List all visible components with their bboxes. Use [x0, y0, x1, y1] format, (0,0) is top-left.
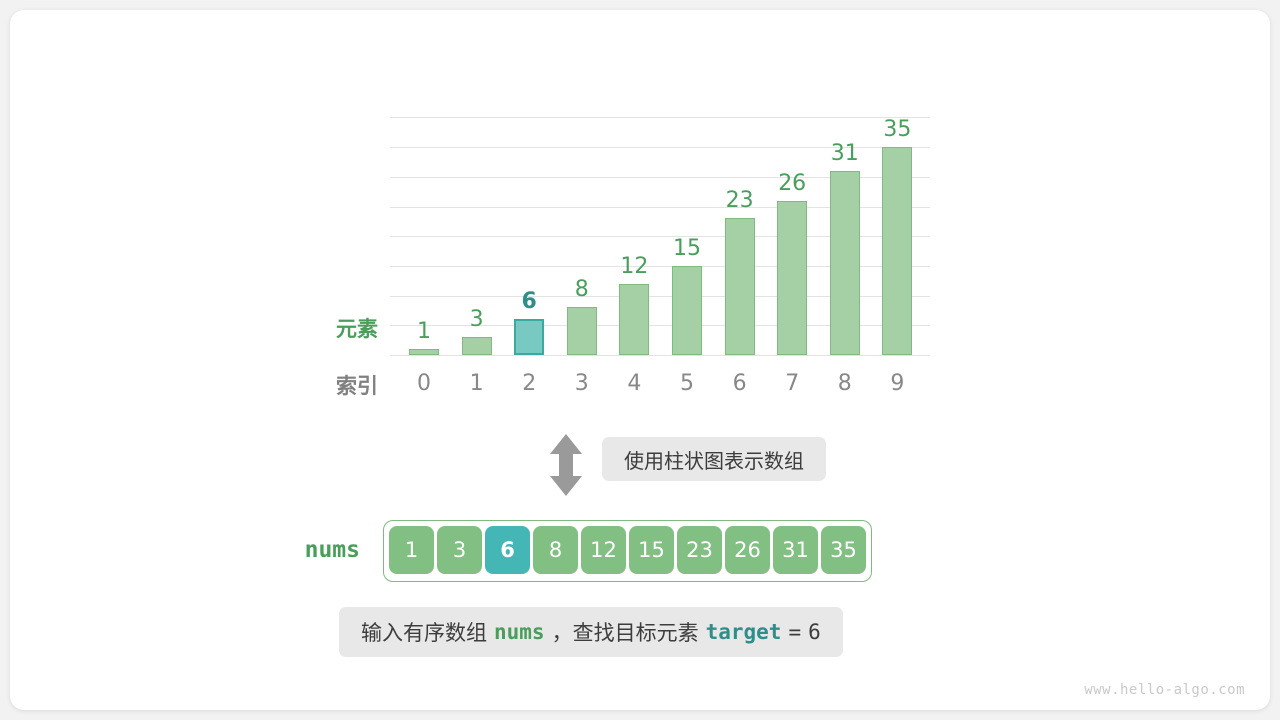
bar	[619, 283, 650, 355]
caption-part1: 输入有序数组	[361, 622, 487, 645]
array-cell[interactable]: 31	[773, 526, 818, 574]
caption-code-target: target	[705, 620, 782, 644]
array-variable-label: nums	[304, 537, 360, 563]
bar	[724, 218, 755, 355]
bar	[672, 265, 702, 355]
bar-value-label: 8	[574, 277, 589, 303]
bar	[566, 307, 597, 355]
array-cell[interactable]: 15	[629, 526, 674, 574]
caption-target-value: 6	[808, 620, 821, 644]
mid-note-text: 使用柱状图表示数组	[624, 450, 804, 473]
bar	[777, 200, 808, 355]
bar	[461, 337, 492, 355]
index-label: 0	[417, 371, 431, 396]
array-cell[interactable]: 26	[725, 526, 770, 574]
gridline	[390, 117, 930, 119]
bar-value-label: 12	[620, 253, 649, 279]
caption-part2: ，查找目标元素	[551, 622, 699, 645]
index-label: 9	[890, 371, 905, 396]
index-label: 3	[574, 371, 589, 396]
array-cell[interactable]: 12	[581, 526, 626, 574]
bar-value-label: 26	[778, 170, 807, 196]
gridline	[390, 295, 930, 297]
site-watermark: www.hello-algo.com	[1084, 682, 1245, 698]
bar	[829, 170, 860, 355]
array-cell[interactable]: 1	[389, 526, 434, 574]
caption-equals: =	[788, 620, 802, 644]
bar-value-label: 1	[417, 319, 431, 344]
gridline	[390, 325, 930, 327]
array-cell-highlighted[interactable]: 6	[485, 526, 530, 574]
bar	[882, 147, 913, 355]
chart-array-equivalence-note: 使用柱状图表示数组	[602, 437, 826, 481]
gridline	[390, 176, 930, 178]
bar-value-label: 35	[883, 117, 912, 143]
caption-code-nums: nums	[494, 620, 545, 644]
array-container: 1 3 6 8 12 15 23 26 31 35	[383, 520, 872, 582]
index-label: 5	[680, 371, 694, 396]
array-cell[interactable]: 35	[821, 526, 866, 574]
axis-label-element: 元素	[336, 317, 378, 341]
index-label: 4	[627, 371, 642, 396]
gridline	[390, 147, 930, 149]
bar-value-label: 3	[469, 307, 484, 333]
index-label: 8	[837, 371, 852, 396]
chart-baseline	[390, 355, 930, 356]
problem-statement-caption: 输入有序数组 nums ，查找目标元素 target = 6	[339, 607, 843, 657]
array-cell[interactable]: 3	[437, 526, 482, 574]
double-arrow-vertical-icon	[548, 434, 584, 496]
index-label: 1	[469, 371, 484, 396]
bar	[409, 349, 439, 355]
axis-label-index: 索引	[336, 374, 378, 398]
bar-value-label: 23	[725, 188, 754, 214]
array-cell[interactable]: 23	[677, 526, 722, 574]
bar-highlighted	[514, 319, 545, 355]
bar-value-label: 6	[521, 289, 537, 315]
gridline	[390, 236, 930, 238]
bar-value-label: 31	[830, 140, 859, 166]
index-label: 2	[522, 371, 537, 396]
index-label: 6	[732, 371, 747, 396]
gridline	[390, 206, 930, 208]
bar-value-label: 15	[673, 235, 701, 261]
array-cell[interactable]: 8	[533, 526, 578, 574]
index-label: 7	[785, 371, 800, 396]
gridline	[390, 265, 930, 267]
